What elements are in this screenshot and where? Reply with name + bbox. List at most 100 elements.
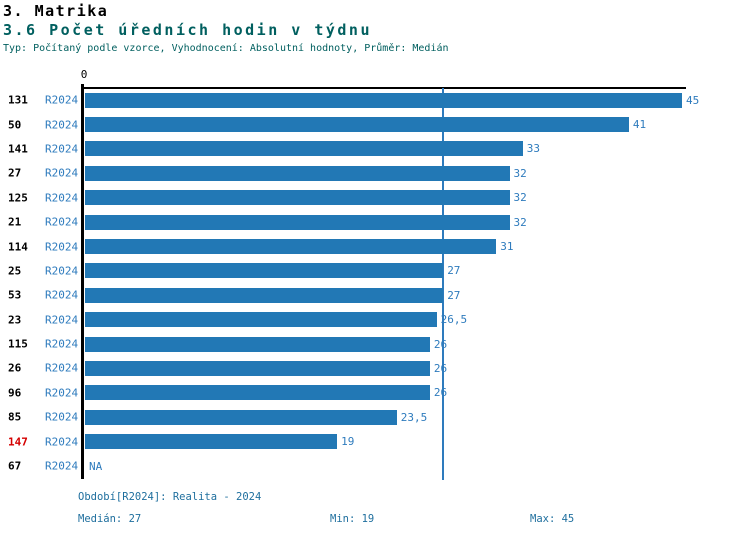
row-id-label: 26 <box>8 361 22 375</box>
bar <box>85 165 510 181</box>
row-id-label: 114 <box>8 240 28 254</box>
row-period-label: R2024 <box>45 337 79 351</box>
bar <box>85 190 510 206</box>
chart-row: 53 R2024 27 <box>0 283 750 307</box>
bar <box>85 409 397 425</box>
bar <box>85 336 430 352</box>
bar-value-label: 32 <box>513 215 527 229</box>
bar <box>85 312 437 328</box>
bar <box>85 239 497 255</box>
row-period-label: R2024 <box>45 386 79 400</box>
row-id-label: 53 <box>8 288 22 302</box>
bar-wrap: 45 <box>85 88 699 112</box>
bar <box>85 385 430 401</box>
chart-row: 96 R2024 26 <box>0 381 750 405</box>
bar-value-label: 27 <box>447 288 461 302</box>
bar-value-label: 45 <box>686 93 700 107</box>
row-period-label: R2024 <box>45 361 79 375</box>
bar-value-label: 41 <box>632 118 647 132</box>
chart-meta-info: Typ: Počítaný podle vzorce, Vyhodnocení:… <box>3 43 449 54</box>
row-id-label: 115 <box>8 337 28 351</box>
footer-period-info: Období[R2024]: Realita - 2024 <box>78 491 262 503</box>
row-period-label: R2024 <box>45 166 79 180</box>
bar-wrap: 32 <box>85 210 527 234</box>
chart-row: 26 R2024 26 <box>0 356 750 380</box>
bar-wrap: 26 <box>85 356 447 380</box>
bar <box>85 287 444 303</box>
bar-value-label: 32 <box>513 191 527 205</box>
row-period-label: R2024 <box>45 288 79 302</box>
footer-min: Min: 19 <box>330 513 375 525</box>
bar-value-label: 31 <box>500 240 514 254</box>
bar-value-label: 26 <box>433 386 448 400</box>
chart-row: 131 R2024 45 <box>0 88 750 112</box>
bar-value-label: 33 <box>526 142 541 156</box>
chart-row: 125 R2024 32 <box>0 186 750 210</box>
row-period-label: R2024 <box>45 142 79 156</box>
chart-row: 85 R2024 23,5 <box>0 405 750 429</box>
row-period-label: R2024 <box>45 215 79 229</box>
footer-median: Medián: 27 <box>78 513 142 525</box>
row-period-label: R2024 <box>45 410 79 424</box>
bar-wrap: 26,5 <box>85 308 467 332</box>
row-period-label: R2024 <box>45 240 79 254</box>
bar <box>85 360 430 376</box>
chart-row: 50 R2024 41 <box>0 112 750 136</box>
row-id-label: 27 <box>8 166 22 180</box>
bar-value-label: 32 <box>513 166 527 180</box>
row-id-label: 125 <box>8 191 28 205</box>
y-axis-line <box>81 84 84 479</box>
chart-row: 141 R2024 33 <box>0 137 750 161</box>
bar-wrap: 31 <box>85 234 514 258</box>
chart-row: 67 R2024 NA <box>0 454 750 478</box>
bar-wrap: 27 <box>85 259 460 283</box>
bar-wrap: 26 <box>85 332 447 356</box>
chart-row: 114 R2024 31 <box>0 234 750 258</box>
bar <box>85 214 510 230</box>
row-id-label: 21 <box>8 215 22 229</box>
chart-row: 21 R2024 32 <box>0 210 750 234</box>
row-id-label: 96 <box>8 386 22 400</box>
x-axis-top-line <box>82 87 686 89</box>
median-line <box>442 88 444 480</box>
chart-row: 27 R2024 32 <box>0 161 750 185</box>
chart-row: 115 R2024 26 <box>0 332 750 356</box>
row-period-label: R2024 <box>45 459 79 473</box>
bar-wrap: 26 <box>85 381 447 405</box>
row-id-label: 25 <box>8 264 22 278</box>
bar-wrap: 33 <box>85 137 540 161</box>
axis-zero-label: 0 <box>80 68 88 81</box>
row-id-label: 141 <box>8 142 28 156</box>
chart-row: 147 R2024 19 <box>0 429 750 453</box>
row-id-label: 131 <box>8 93 28 107</box>
bar <box>85 92 682 108</box>
bar-wrap: 27 <box>85 283 460 307</box>
chart-title: 3.6 Počet úředních hodin v týdnu <box>3 21 372 39</box>
row-period-label: R2024 <box>45 191 79 205</box>
bar-value-label: NA <box>89 459 103 473</box>
bar-wrap: 41 <box>85 112 646 136</box>
row-period-label: R2024 <box>45 313 79 327</box>
chart-row: 23 R2024 26,5 <box>0 308 750 332</box>
bar-value-label: 23,5 <box>400 410 428 424</box>
bar-wrap: NA <box>85 454 102 478</box>
bar-value-label: 26 <box>433 337 448 351</box>
bar-wrap: 19 <box>85 429 354 453</box>
row-id-label: 147 <box>8 435 28 449</box>
bar <box>85 434 338 450</box>
bar-wrap: 32 <box>85 161 527 185</box>
row-id-label: 23 <box>8 313 22 327</box>
row-id-label: 85 <box>8 410 22 424</box>
footer-max: Max: 45 <box>530 513 575 525</box>
chart-rows: 131 R2024 45 50 R2024 41 141 R2024 33 <box>0 88 750 478</box>
bar <box>85 117 629 133</box>
bar-wrap: 23,5 <box>85 405 427 429</box>
bar-value-label: 26 <box>433 361 448 375</box>
bar <box>85 263 444 279</box>
bar-value-label: 26,5 <box>440 313 468 327</box>
bar <box>85 141 523 157</box>
page-title: 3. Matrika <box>3 2 109 20</box>
row-period-label: R2024 <box>45 118 79 132</box>
bar-value-label: 27 <box>447 264 461 278</box>
